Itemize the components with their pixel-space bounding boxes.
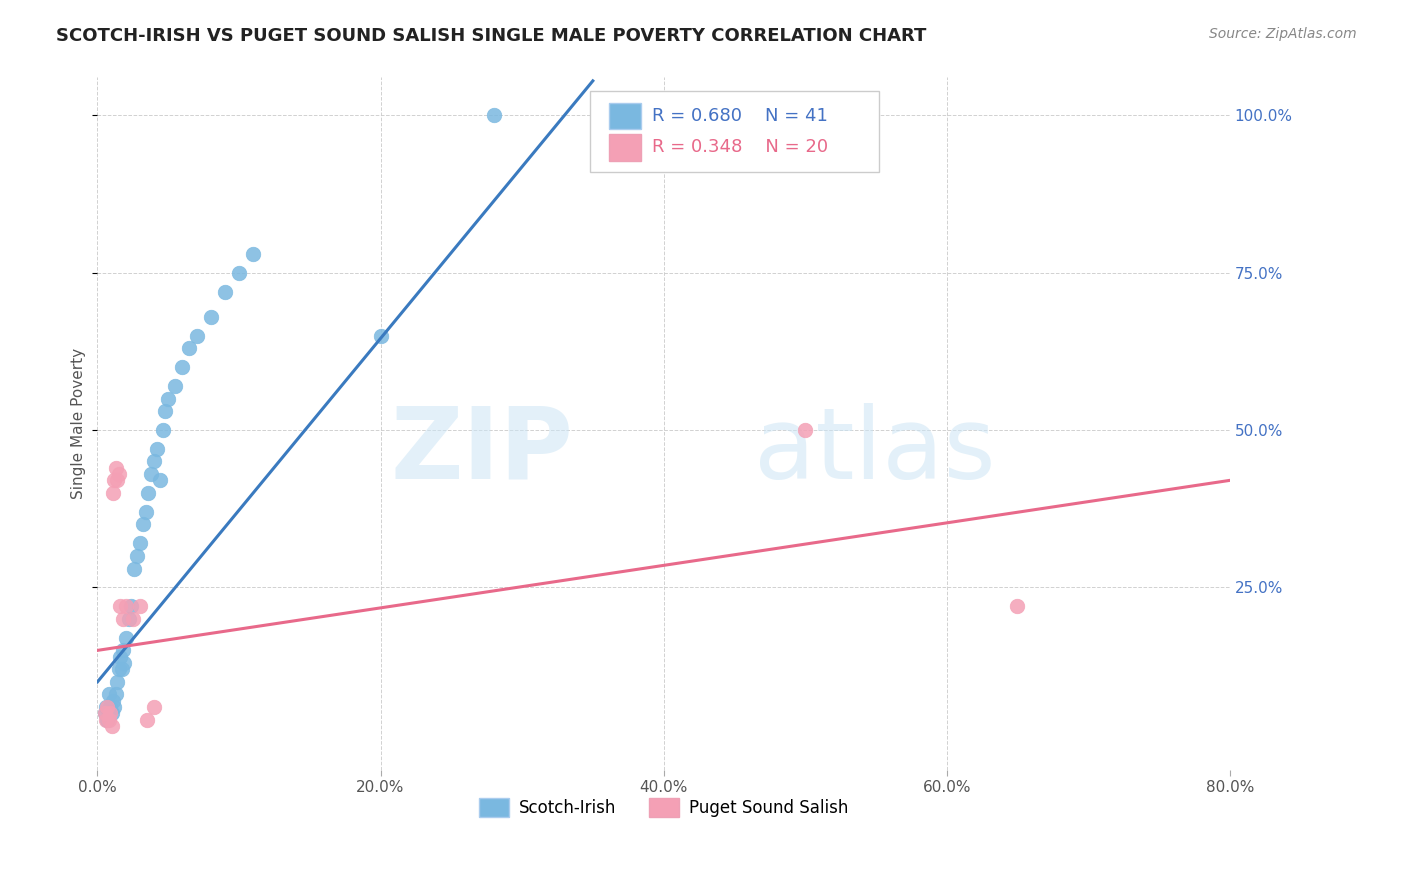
Point — [1007, 599, 1029, 614]
Point — [114, 599, 136, 614]
Point — [242, 246, 264, 260]
Point — [370, 328, 392, 343]
Point — [124, 561, 146, 575]
Point — [94, 713, 117, 727]
Point — [143, 454, 166, 468]
Point — [117, 612, 139, 626]
Point — [200, 310, 222, 324]
Text: Source: ZipAtlas.com: Source: ZipAtlas.com — [1209, 27, 1357, 41]
Point — [98, 700, 121, 714]
Point — [107, 662, 129, 676]
Point — [149, 474, 172, 488]
Point — [138, 486, 160, 500]
Point — [93, 706, 115, 721]
Point — [122, 612, 145, 626]
Point — [112, 656, 135, 670]
Point — [97, 713, 120, 727]
Point — [146, 442, 169, 456]
FancyBboxPatch shape — [591, 91, 879, 172]
Point — [155, 404, 177, 418]
Point — [103, 474, 125, 488]
Text: R = 0.348    N = 20: R = 0.348 N = 20 — [652, 138, 828, 156]
Bar — [609, 134, 641, 161]
Point — [129, 599, 152, 614]
Point — [107, 467, 129, 481]
Point — [143, 700, 166, 714]
Point — [228, 266, 250, 280]
Point — [96, 713, 118, 727]
Point — [111, 643, 134, 657]
Point — [135, 505, 157, 519]
Point — [105, 674, 128, 689]
Point — [108, 599, 131, 614]
Point — [172, 359, 194, 374]
Point — [157, 392, 180, 406]
Point — [98, 706, 121, 721]
Text: SCOTCH-IRISH VS PUGET SOUND SALISH SINGLE MALE POVERTY CORRELATION CHART: SCOTCH-IRISH VS PUGET SOUND SALISH SINGL… — [56, 27, 927, 45]
Point — [100, 719, 122, 733]
Point — [114, 631, 136, 645]
Y-axis label: Single Male Poverty: Single Male Poverty — [72, 348, 86, 500]
Point — [101, 486, 124, 500]
Text: ZIP: ZIP — [389, 403, 574, 500]
Point — [165, 379, 187, 393]
Point — [120, 599, 142, 614]
Legend: Scotch-Irish, Puget Sound Salish: Scotch-Irish, Puget Sound Salish — [472, 791, 855, 824]
Bar — [609, 103, 641, 129]
Point — [93, 706, 115, 721]
Point — [110, 662, 132, 676]
Point — [103, 700, 125, 714]
Point — [104, 460, 127, 475]
Point — [129, 536, 152, 550]
Point — [105, 474, 128, 488]
Point — [179, 341, 201, 355]
Point — [127, 549, 149, 563]
Text: R = 0.680    N = 41: R = 0.680 N = 41 — [652, 107, 828, 125]
Point — [111, 612, 134, 626]
Point — [104, 688, 127, 702]
Point — [108, 649, 131, 664]
Point — [186, 328, 208, 343]
Point — [141, 467, 163, 481]
Point — [152, 423, 174, 437]
Point — [100, 706, 122, 721]
Point — [94, 700, 117, 714]
Point — [101, 694, 124, 708]
Point — [97, 688, 120, 702]
Point — [96, 700, 118, 714]
Point — [132, 517, 155, 532]
Point — [482, 108, 505, 122]
Point — [136, 713, 159, 727]
Point — [214, 285, 236, 299]
Point — [794, 423, 817, 437]
Text: atlas: atlas — [754, 403, 995, 500]
